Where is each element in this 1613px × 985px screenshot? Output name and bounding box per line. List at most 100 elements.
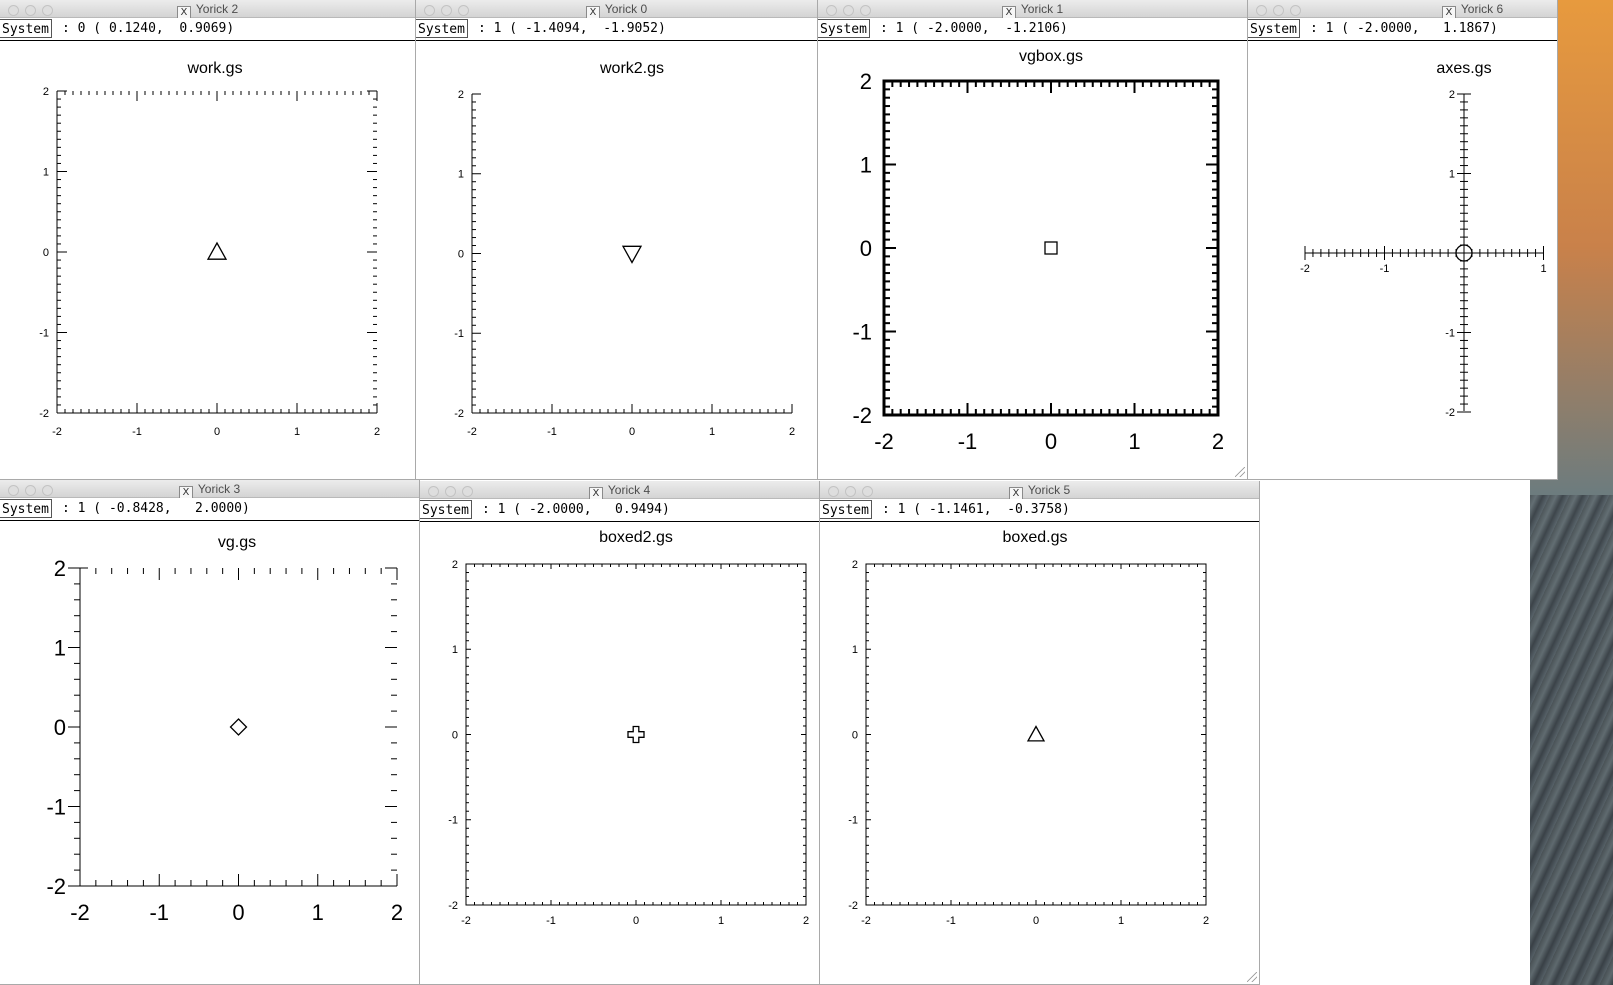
- window-title: Yorick 6: [1460, 2, 1504, 16]
- minimize-window-button[interactable]: [445, 486, 456, 497]
- plot-area[interactable]: boxed.gs -2 -1 0 1 2 -2 -1 0 1 2: [820, 522, 1259, 984]
- y-tick-label: -2: [1445, 407, 1455, 419]
- plot-area[interactable]: work.gs -2 -1 0 1 2 -2 -1 0 1 2: [0, 41, 415, 479]
- close-window-button[interactable]: [8, 485, 19, 496]
- window-yorick-1[interactable]: X Yorick 1 System : 1 ( -2.0000, -1.2106)…: [818, 0, 1248, 480]
- plot-title: vg.gs: [218, 534, 256, 551]
- plot-svg: boxed2.gs -2 -1 0 1 2 -2 -1 0 1 2: [448, 529, 809, 927]
- x11-icon: X: [176, 6, 191, 20]
- minimize-window-button[interactable]: [25, 485, 36, 496]
- plot-axes: -2 -1 0 1 2 -2 -1 0 1 2: [448, 559, 809, 927]
- minimize-window-button[interactable]: [25, 5, 36, 16]
- minimize-window-button[interactable]: [441, 5, 452, 16]
- coordinate-readout: : 1 ( -2.0000, -1.2106): [880, 21, 1068, 36]
- window-titlebar[interactable]: X Yorick 4: [420, 481, 819, 501]
- plot-title: work.gs: [186, 60, 242, 77]
- x-tick-label: 2: [789, 426, 795, 438]
- zoom-window-button[interactable]: [42, 485, 53, 496]
- window-titlebar[interactable]: X Yorick 5: [820, 481, 1259, 501]
- system-button[interactable]: System: [0, 19, 52, 38]
- y-tick-label: -2: [852, 403, 872, 428]
- x-tick-label: -1: [547, 426, 557, 438]
- zoom-window-button[interactable]: [862, 486, 873, 497]
- minimize-window-button[interactable]: [843, 5, 854, 16]
- y-tick-label: 2: [54, 556, 66, 581]
- plot-area[interactable]: boxed2.gs -2 -1 0 1 2 -2 -1 0 1 2: [420, 522, 819, 984]
- x-tick-label: 0: [232, 900, 244, 925]
- window-title: Yorick 1: [1020, 2, 1064, 16]
- resize-grip[interactable]: [1235, 467, 1245, 477]
- system-button[interactable]: System: [818, 19, 870, 38]
- zoom-window-button[interactable]: [1290, 5, 1301, 16]
- window-titlebar[interactable]: X Yorick 0: [416, 0, 817, 20]
- close-window-button[interactable]: [428, 486, 439, 497]
- x-tick-label: 0: [1033, 915, 1039, 927]
- y-tick-label: 1: [860, 152, 872, 177]
- plot-svg: work2.gs -2 -1 0 1 2 -2 -1 0 1 2: [454, 60, 795, 438]
- window-yorick-2[interactable]: X Yorick 2 System : 0 ( 0.1240, 0.9069) w…: [0, 0, 416, 480]
- x-tick-label: 1: [718, 915, 724, 927]
- plot-svg: vg.gs -2 -1 0 1 2 -2 -1 0 1 2: [46, 534, 403, 925]
- window-titlebar[interactable]: X Yorick 1: [818, 0, 1247, 20]
- x-tick-label: -1: [946, 915, 956, 927]
- window-yorick-4[interactable]: X Yorick 4 System : 1 ( -2.0000, 0.9494) …: [420, 481, 820, 985]
- minimize-window-button[interactable]: [1273, 5, 1284, 16]
- plot-svg: vgbox.gs -2 -1 0 1 2 -2 -1 0 1 2: [852, 48, 1224, 454]
- system-button[interactable]: System: [416, 19, 468, 38]
- system-button[interactable]: System: [820, 500, 872, 519]
- zoom-window-button[interactable]: [458, 5, 469, 16]
- y-tick-label: 1: [452, 644, 458, 656]
- zoom-window-button[interactable]: [860, 5, 871, 16]
- y-tick-label: 1: [458, 169, 464, 181]
- coordinate-readout: : 1 ( -1.4094, -1.9052): [478, 21, 666, 36]
- close-window-button[interactable]: [826, 5, 837, 16]
- y-tick-label: -2: [39, 408, 49, 420]
- plot-axes: -2 -1 0 1 2 -2 -1 0 1 2: [852, 69, 1224, 454]
- close-window-button[interactable]: [1256, 5, 1267, 16]
- status-bar: System : 1 ( -2.0000, -1.2106): [818, 18, 1247, 41]
- x-tick-label: -2: [874, 429, 894, 454]
- window-titlebar[interactable]: X Yorick 3: [0, 480, 419, 500]
- y-tick-label: 0: [852, 729, 858, 741]
- window-yorick-5[interactable]: X Yorick 5 System : 1 ( -1.1461, -0.3758)…: [820, 481, 1260, 985]
- status-bar: System : 1 ( -0.8428, 2.0000): [0, 498, 419, 521]
- y-tick-label: 1: [1449, 169, 1455, 181]
- zoom-window-button[interactable]: [462, 486, 473, 497]
- plot-area[interactable]: work2.gs -2 -1 0 1 2 -2 -1 0 1 2: [416, 41, 817, 479]
- x-tick-label: -1: [149, 900, 169, 925]
- y-tick-label: 0: [452, 729, 458, 741]
- x-tick-label: 1: [1118, 915, 1124, 927]
- data-point-marker: [1455, 244, 1473, 262]
- close-window-button[interactable]: [828, 486, 839, 497]
- resize-grip[interactable]: [1247, 972, 1257, 982]
- window-titlebar[interactable]: X Yorick 2: [0, 0, 415, 20]
- window-titlebar[interactable]: X Yorick 6: [1248, 0, 1557, 20]
- close-window-button[interactable]: [8, 5, 19, 16]
- coordinate-readout: : 0 ( 0.1240, 0.9069): [62, 21, 235, 36]
- x-tick-label: 1: [709, 426, 715, 438]
- y-tick-label: -2: [46, 874, 66, 899]
- data-point-marker: [621, 245, 643, 264]
- x-tick-label: -2: [861, 915, 871, 927]
- window-yorick-0[interactable]: X Yorick 0 System : 1 ( -1.4094, -1.9052)…: [416, 0, 818, 480]
- plot-title: axes.gs: [1436, 60, 1491, 77]
- y-tick-label: 0: [458, 248, 464, 260]
- plot-area[interactable]: axes.gs -2 -1 1 -2 -1 1 2: [1248, 41, 1557, 479]
- window-title: Yorick 3: [197, 482, 241, 496]
- window-yorick-6[interactable]: X Yorick 6 System : 1 ( -2.0000, 1.1867) …: [1248, 0, 1558, 480]
- system-button[interactable]: System: [420, 500, 472, 519]
- system-button[interactable]: System: [0, 499, 52, 518]
- y-tick-label: 2: [43, 86, 49, 98]
- status-bar: System : 1 ( -2.0000, 0.9494): [420, 499, 819, 522]
- system-button[interactable]: System: [1248, 19, 1300, 38]
- zoom-window-button[interactable]: [42, 5, 53, 16]
- minimize-window-button[interactable]: [845, 486, 856, 497]
- y-tick-label: 0: [860, 236, 872, 261]
- plot-area[interactable]: vg.gs -2 -1 0 1 2 -2 -1 0 1 2: [0, 521, 419, 984]
- plot-area[interactable]: vgbox.gs -2 -1 0 1 2 -2 -1 0 1 2: [818, 41, 1247, 479]
- window-yorick-3[interactable]: X Yorick 3 System : 1 ( -0.8428, 2.0000) …: [0, 480, 420, 985]
- x-tick-label: 2: [1212, 429, 1224, 454]
- data-point-marker: [229, 718, 248, 736]
- plot-title: boxed.gs: [1003, 529, 1068, 546]
- close-window-button[interactable]: [424, 5, 435, 16]
